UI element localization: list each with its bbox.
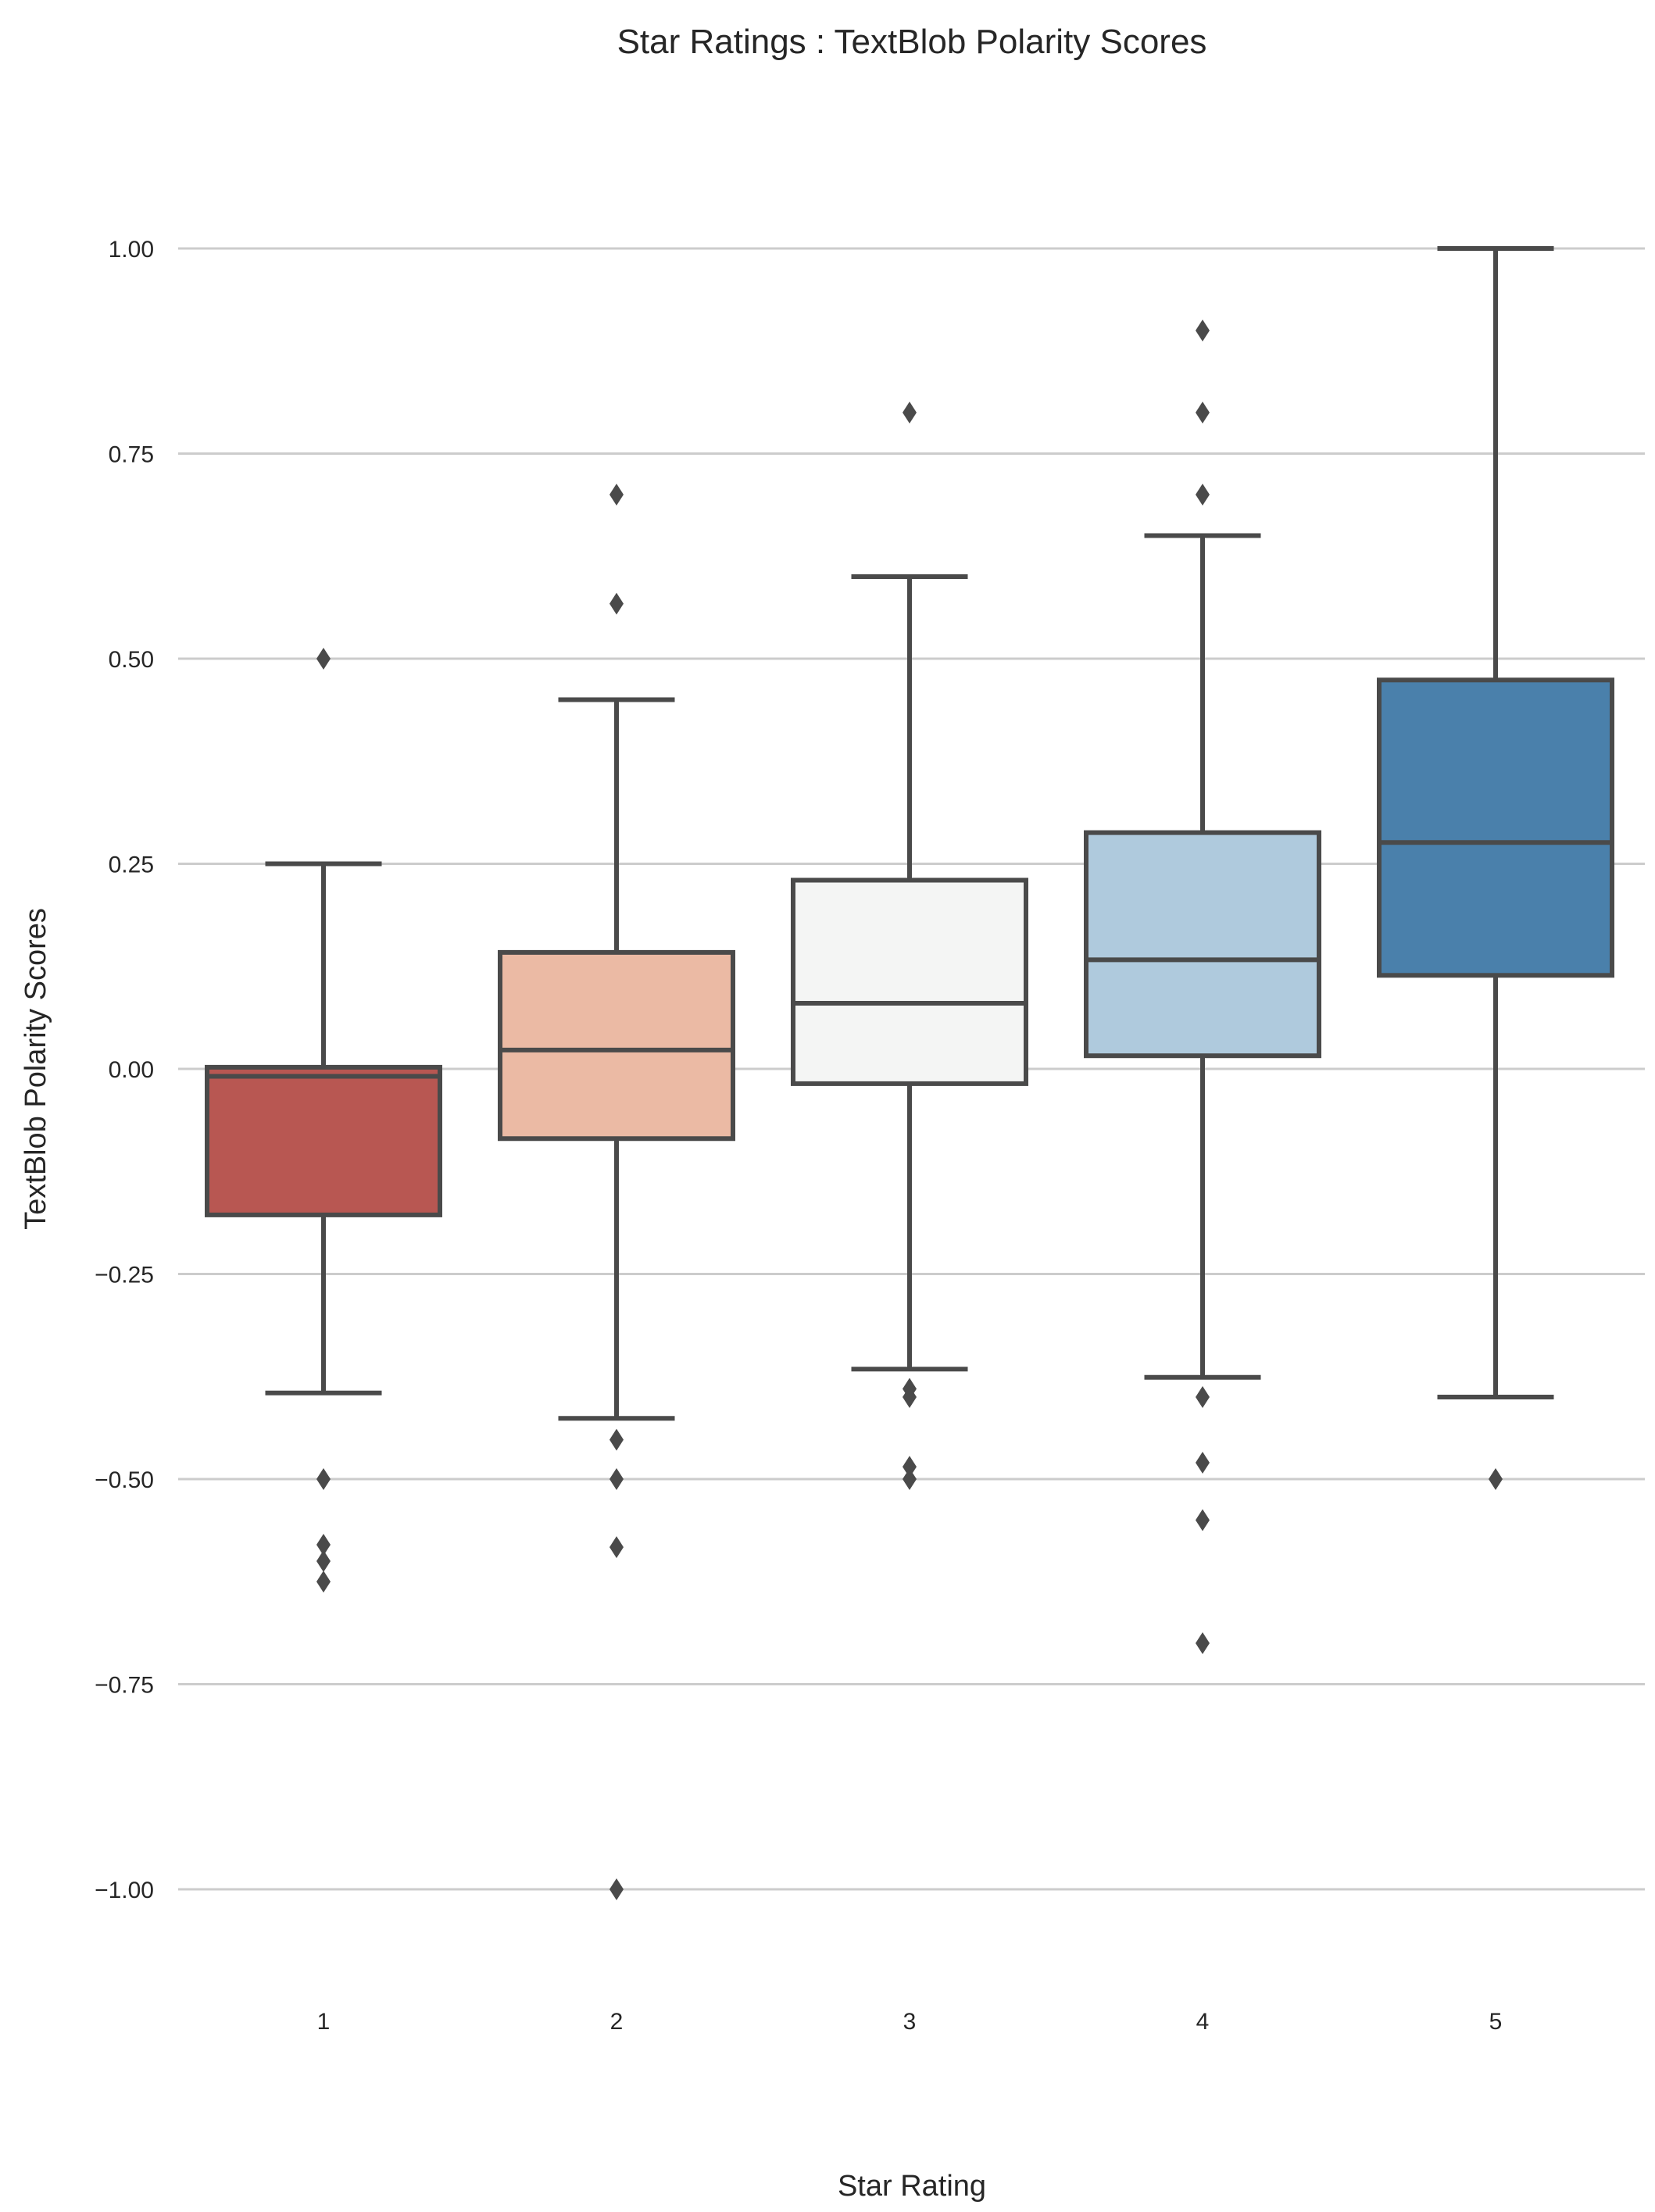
x-tick-label: 1 [317,2009,331,2035]
x-tick-label: 5 [1489,2009,1503,2035]
box-group-2 [498,484,735,1900]
x-tick-label: 2 [610,2009,624,2035]
y-axis-label: TextBlob Polarity Scores [20,908,52,1230]
box-group-1 [205,648,442,1593]
box [1084,830,1321,1059]
outlier-point [316,1534,331,1556]
outlier-point [1489,1468,1503,1490]
box [1377,677,1614,978]
box [498,949,735,1142]
y-tick-label: 1.00 [109,237,154,263]
y-tick-label: −1.00 [95,1878,154,1903]
chart-title: Star Ratings : TextBlob Polarity Scores [617,23,1207,61]
box-group-3 [791,402,1028,1490]
outlier-point [903,402,917,423]
outlier-point [903,1456,917,1478]
outlier-point [609,1878,624,1900]
y-tick-label: −0.75 [95,1673,154,1699]
box [791,877,1028,1086]
outlier-point [609,484,624,506]
x-tick-labels: 1 2 3 4 5 [317,2009,1503,2035]
outlier-point [609,592,624,615]
y-tick-label: 0.25 [109,852,154,878]
outlier-point [316,1550,331,1572]
y-tick-label: −0.50 [95,1467,154,1493]
outlier-point [316,1571,331,1593]
y-tick-label: 0.50 [109,647,154,673]
outlier-point [609,1536,624,1559]
box-group-4 [1084,320,1321,1654]
outlier-point [316,1468,331,1490]
y-tick-label: 0.00 [109,1057,154,1083]
outlier-point [1196,1632,1210,1654]
outlier-point [1196,1509,1210,1531]
box-group-5 [1377,246,1614,1490]
outlier-point [1196,484,1210,506]
y-tick-labels: 1.00 0.75 0.50 0.25 0.00 −0.25 −0.50 −0.75 −1.00 [95,237,154,1903]
outlier-point [1196,402,1210,423]
boxes [205,246,1614,1900]
y-tick-label: −0.25 [95,1263,154,1288]
outlier-point [903,1386,917,1408]
y-tick-label: 0.75 [109,442,154,468]
outlier-point [609,1428,624,1451]
outlier-point [903,1468,917,1490]
x-tick-label: 4 [1196,2009,1210,2035]
x-tick-label: 3 [903,2009,917,2035]
outlier-point [1196,1452,1210,1474]
outlier-point [609,1468,624,1490]
outlier-point [1196,1386,1210,1408]
outlier-point [316,648,331,670]
box [205,1064,442,1217]
outlier-point [1196,320,1210,341]
x-axis-label: Star Rating [838,2170,986,2203]
